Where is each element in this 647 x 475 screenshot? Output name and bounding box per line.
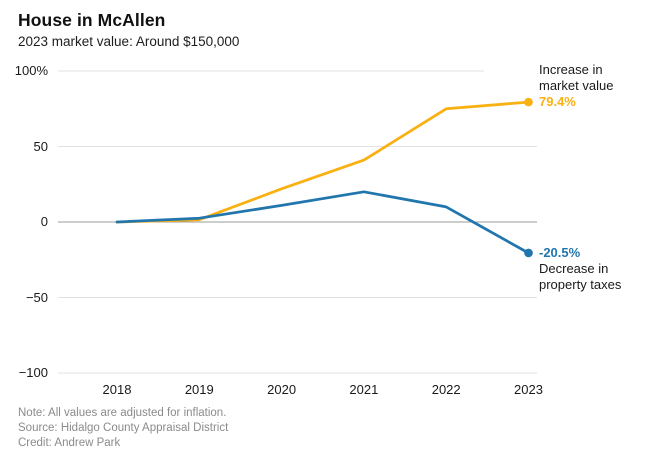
y-axis-tick-label: 100% xyxy=(14,63,48,78)
series-endpoint-dot-market-value xyxy=(524,97,533,107)
chart-footer: Note: All values are adjusted for inflat… xyxy=(18,406,228,451)
annotation-increase-value: 79.4% xyxy=(539,94,576,109)
annotation-increase-label-line1: Increase in xyxy=(539,62,603,77)
footer-credit: Credit: Andrew Park xyxy=(18,437,121,449)
y-axis-tick-label: −50 xyxy=(25,289,48,305)
x-axis-tick-label: 2021 xyxy=(349,382,379,397)
series-line-property-taxes xyxy=(115,190,530,255)
chart-title: House in McAllen xyxy=(18,10,166,30)
x-axis-tick-label: 2022 xyxy=(431,382,461,397)
annotation-increase: Increase in market value 79.4% xyxy=(539,62,613,110)
annotation-increase-label-line2: market value xyxy=(539,78,614,93)
series-endpoint-dot-property-taxes xyxy=(524,248,533,258)
x-axis-tick-label: 2020 xyxy=(267,382,297,397)
annotation-decrease-label-line2: property taxes xyxy=(539,277,622,292)
x-axis-tick-label: 2018 xyxy=(102,382,132,397)
annotation-decrease-value: -20.5% xyxy=(539,245,581,260)
chart-subtitle: 2023 market value: Around $150,000 xyxy=(18,34,240,49)
x-axis-tick-label: 2023 xyxy=(514,382,543,397)
footer-source: Source: Hidalgo County Appraisal Distric… xyxy=(18,422,229,434)
annotation-decrease: -20.5% Decrease in property taxes xyxy=(539,245,621,293)
y-axis-tick-label: 0 xyxy=(40,214,48,229)
x-axis-tick-label: 2019 xyxy=(184,382,214,397)
y-axis-tick-label: −100 xyxy=(18,365,48,380)
series-line-market-value xyxy=(115,100,530,224)
annotation-decrease-label-line1: Decrease in xyxy=(539,261,609,276)
y-axis-tick-label: 50 xyxy=(33,138,48,154)
footer-note: Note: All values are adjusted for inflat… xyxy=(18,407,227,419)
